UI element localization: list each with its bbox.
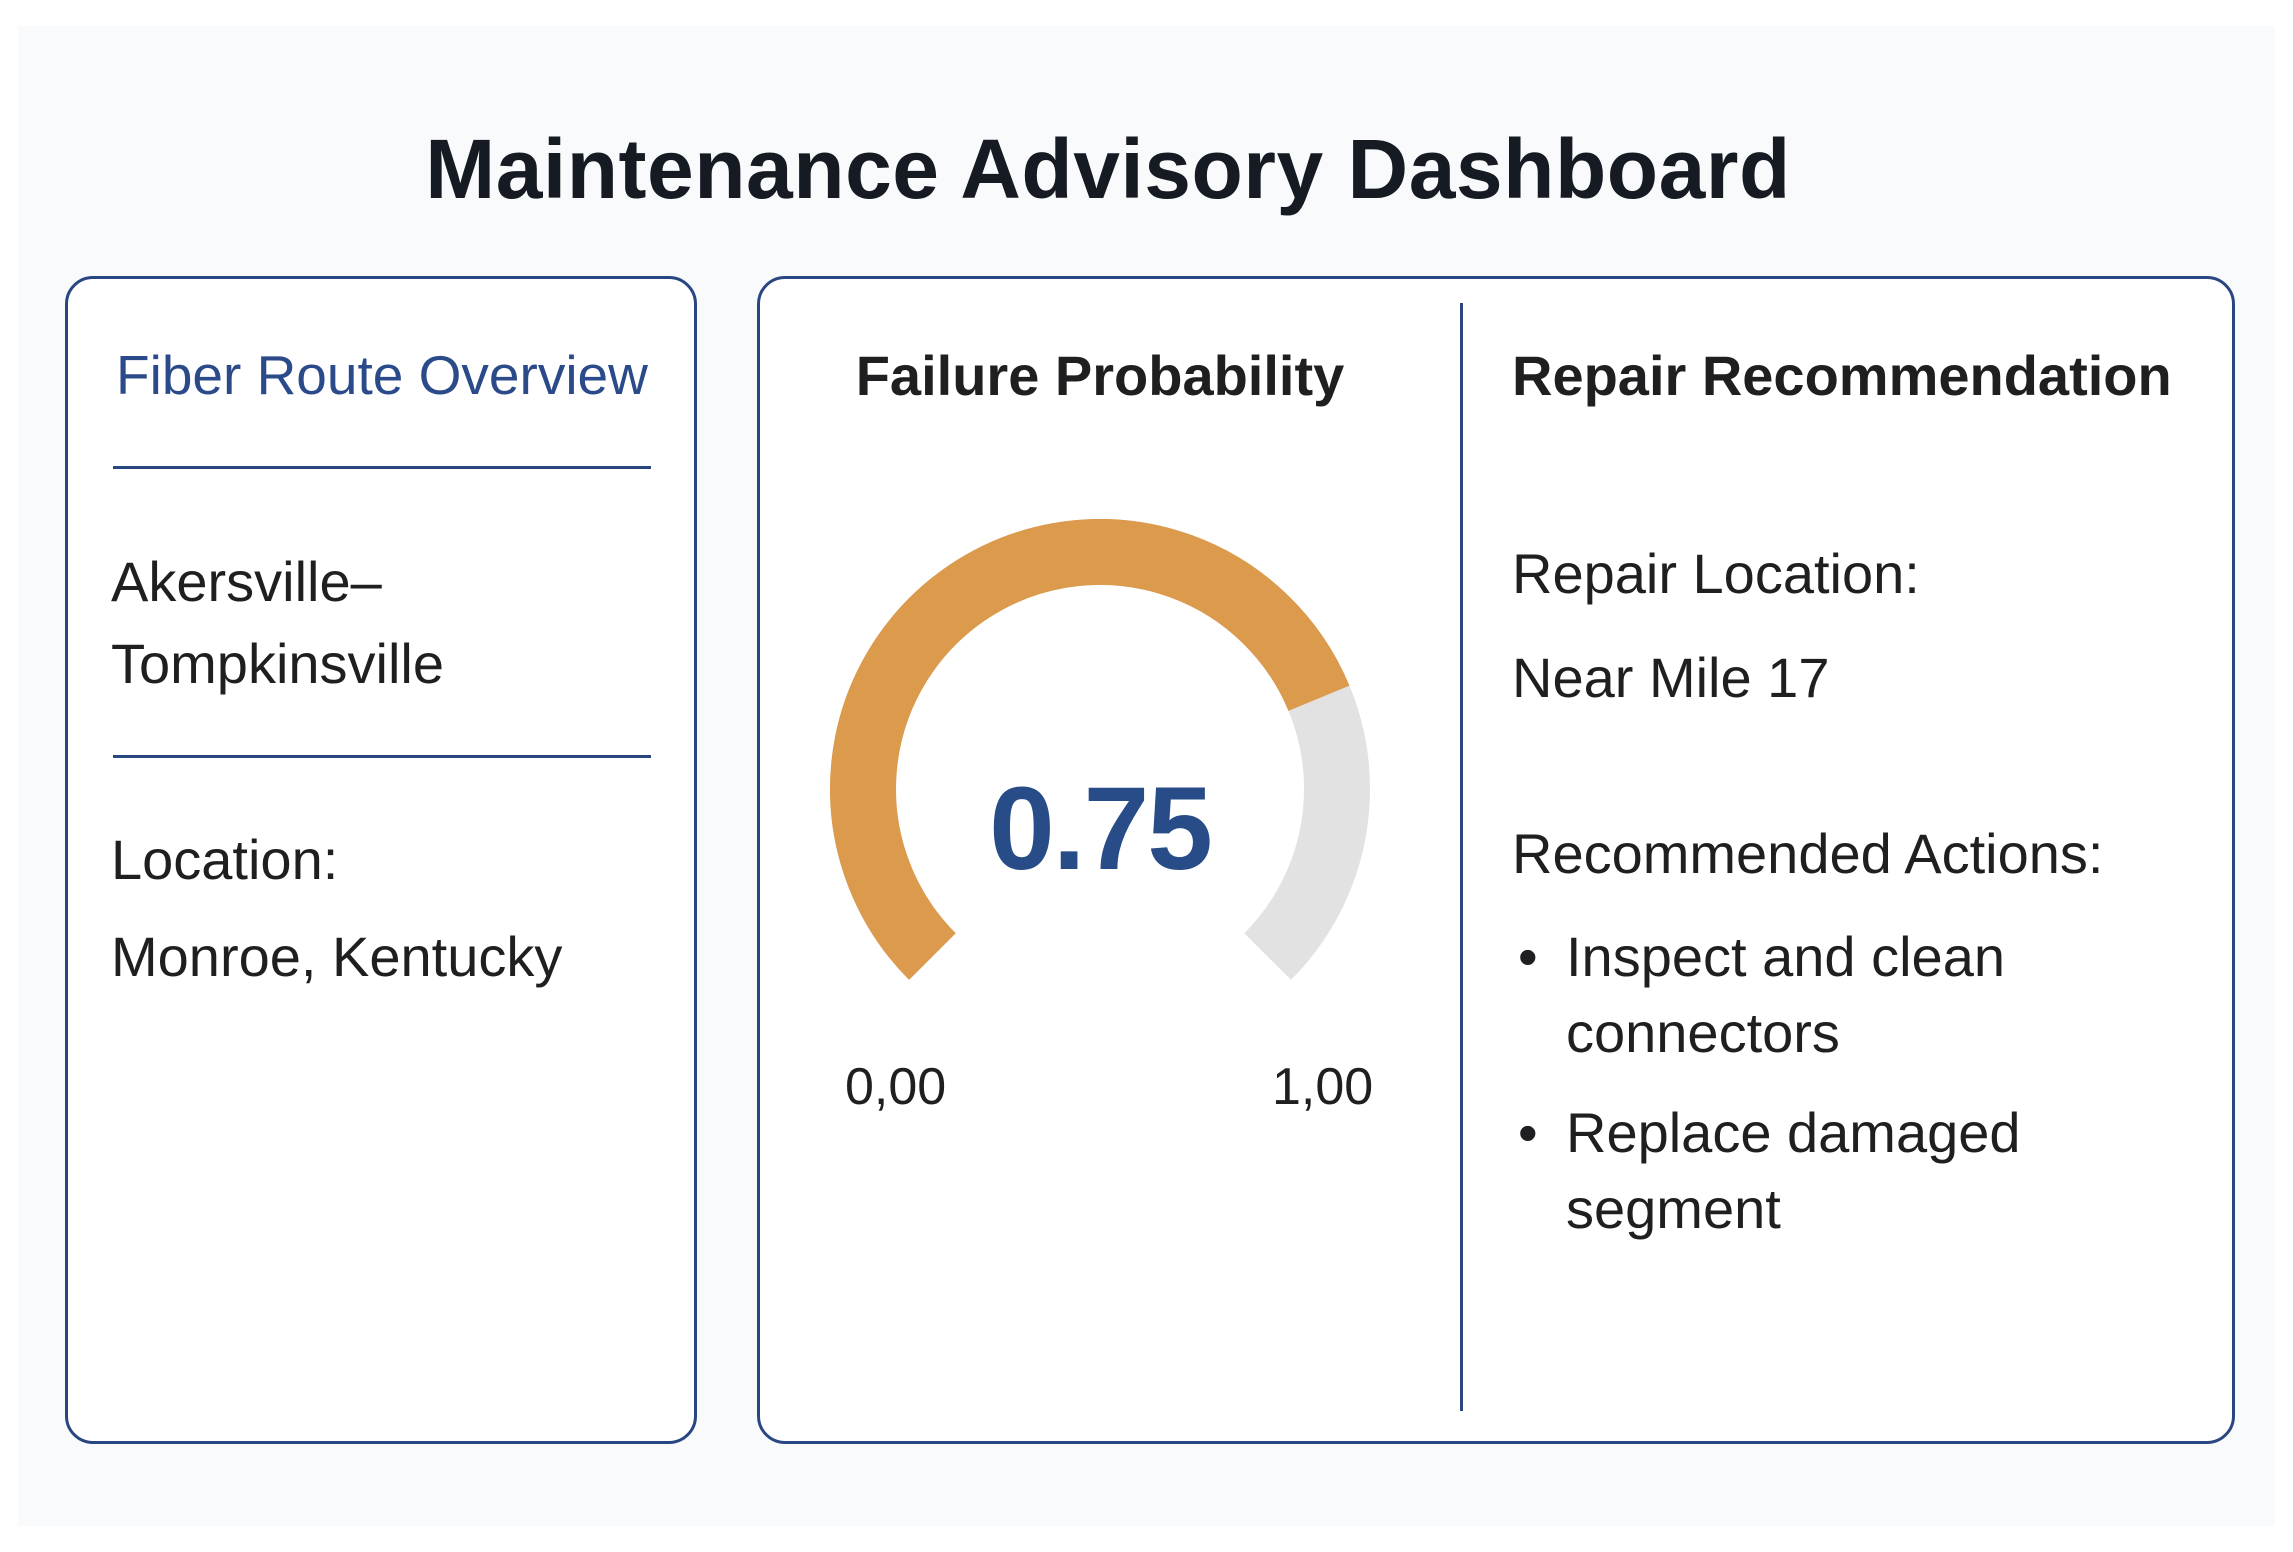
repair-recommendation-heading: Repair Recommendation [1512, 344, 2172, 407]
divider [113, 466, 651, 469]
failure-probability-value: 0.75 [989, 763, 1213, 895]
repair-location-label: Repair Location: [1512, 542, 1920, 605]
dashboard-canvas: Maintenance Advisory Dashboard Fiber Rou… [18, 26, 2275, 1526]
gauge-max-label: 1,00 [1272, 1058, 1374, 1116]
advisory-card: Failure Probability 0.75 0,00 1,00 Repai… [757, 276, 2235, 1444]
action-text: Replace damaged segment [1566, 1101, 2021, 1240]
action-text: Inspect and clean connectors [1566, 925, 2005, 1064]
failure-probability-heading: Failure Probability [855, 344, 1345, 407]
page-title: Maintenance Advisory Dashboard [425, 122, 1791, 216]
bullet-icon: • [1518, 925, 1538, 988]
fiber-route-overview-card: Fiber Route Overview Akersville– Tompkin… [65, 276, 697, 1444]
list-item: • Replace damaged segment [1512, 1095, 2172, 1247]
list-item: • Inspect and clean connectors [1512, 919, 2172, 1071]
recommended-actions-label: Recommended Actions: [1512, 822, 2104, 885]
route-name: Akersville– Tompkinsville [111, 541, 444, 705]
location-label: Location: [111, 828, 339, 891]
route-name-line-1: Akersville– [111, 550, 382, 613]
location-value: Monroe, Kentucky [111, 925, 563, 988]
repair-location-value: Near Mile 17 [1512, 646, 1830, 709]
divider [113, 755, 651, 758]
route-name-line-2: Tompkinsville [111, 632, 444, 695]
recommended-actions-list: • Inspect and clean connectors • Replace… [1512, 919, 2172, 1271]
gauge-fill [830, 519, 1350, 980]
bullet-icon: • [1518, 1101, 1538, 1164]
fiber-route-overview-heading: Fiber Route Overview [116, 344, 648, 406]
failure-probability-gauge [830, 519, 1370, 980]
gauge-min-label: 0,00 [845, 1058, 947, 1116]
vertical-divider [1460, 303, 1463, 1411]
